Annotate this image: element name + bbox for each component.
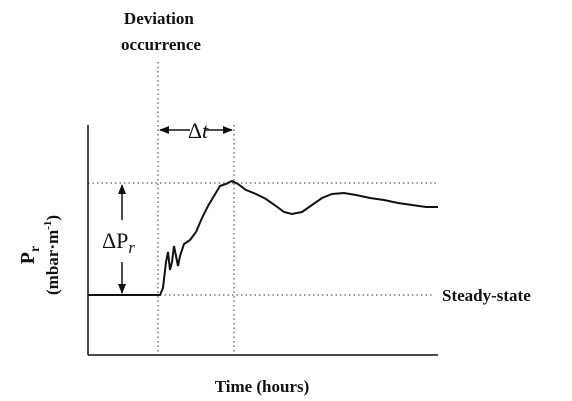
delta-t-label: Δt: [188, 118, 209, 143]
x-axis-title: Time (hours): [215, 377, 310, 396]
response-curve: [88, 179, 438, 296]
deviation-label: Deviation occurrence: [121, 9, 201, 54]
y-subscript: r: [28, 246, 43, 252]
y-unit-close: ): [43, 215, 62, 221]
y-unit: (mbar·m: [43, 230, 62, 295]
delta-p-label: ΔPr: [102, 228, 135, 257]
delta-p-subscript: r: [128, 238, 135, 257]
y-symbol: P: [17, 252, 39, 264]
deviation-line: occurrence: [121, 35, 201, 54]
delta-symbol: Δ: [188, 118, 202, 143]
steady-state-label: Steady-state: [442, 286, 531, 305]
y-axis-title: Pr: [17, 246, 43, 264]
y-unit-sup: -1: [42, 221, 54, 230]
y-axis-unit: (mbar·m-1): [42, 215, 62, 295]
deviation-line: Deviation: [124, 9, 194, 28]
delta-variable: t: [202, 118, 209, 143]
delta-p-symbol: ΔP: [102, 228, 128, 253]
